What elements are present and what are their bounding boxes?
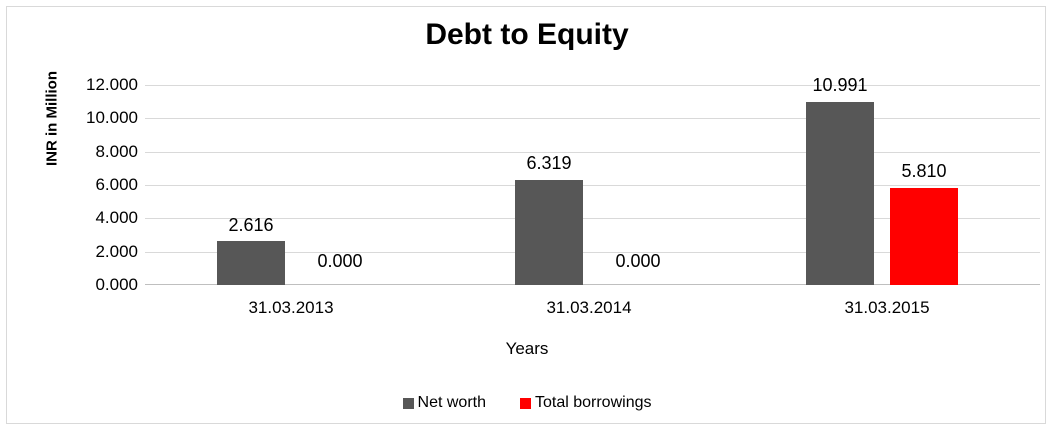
gridline (145, 152, 1040, 153)
plot-area: 2.616 0.000 6.319 0.000 10.991 5.810 (145, 75, 1040, 285)
y-tick-label: 4.000 (95, 208, 138, 228)
bar-value-label: 5.810 (901, 161, 947, 181)
x-axis-title: Years (505, 339, 549, 358)
legend-swatch-icon (519, 397, 531, 409)
y-tick-label: 10.000 (86, 108, 138, 128)
gridline (145, 252, 1040, 253)
gridline (145, 218, 1040, 219)
bar-value-label: 0.000 (317, 251, 363, 271)
y-tick-label: 8.000 (95, 141, 138, 161)
gridline (145, 85, 1040, 86)
x-category-label: 31.03.2013 (248, 298, 334, 317)
bar-value-label: 6.319 (526, 153, 572, 173)
legend-item-networth[interactable]: Net worth (402, 394, 486, 412)
x-axis-line (145, 284, 1040, 285)
y-tick-label: 6.000 (95, 175, 138, 194)
y-tick-label: 12.000 (86, 75, 138, 94)
bar-networth-2014[interactable] (515, 179, 583, 285)
y-axis-tick-labels: 12.000 10.000 8.000 6.000 4.000 2.000 0.… (35, 75, 138, 294)
legend-item-total-borrowings[interactable]: Total borrowings (519, 394, 652, 412)
y-tick-label: 0.000 (95, 275, 138, 294)
legend-swatch-icon (402, 397, 414, 409)
x-category-label: 31.03.2015 (844, 298, 930, 317)
bar-value-label: 10.991 (812, 75, 868, 95)
x-category-label: 31.03.2014 (546, 298, 632, 317)
gridline (145, 118, 1040, 119)
bar-value-label: 2.616 (228, 215, 274, 235)
legend-label: Net worth (417, 394, 486, 411)
bar-value-label: 0.000 (615, 251, 661, 271)
y-tick-label: 2.000 (95, 241, 138, 261)
gridline (145, 185, 1040, 186)
bar-networth-2013[interactable] (217, 241, 285, 285)
chart-title: Debt to Equity (425, 18, 629, 51)
legend-label: Total borrowings (534, 394, 652, 411)
chart-legend: Net worth Total borrowings (0, 394, 1054, 412)
bar-networth-2015[interactable] (806, 101, 874, 285)
bar-borrowings-2015[interactable] (890, 188, 958, 285)
